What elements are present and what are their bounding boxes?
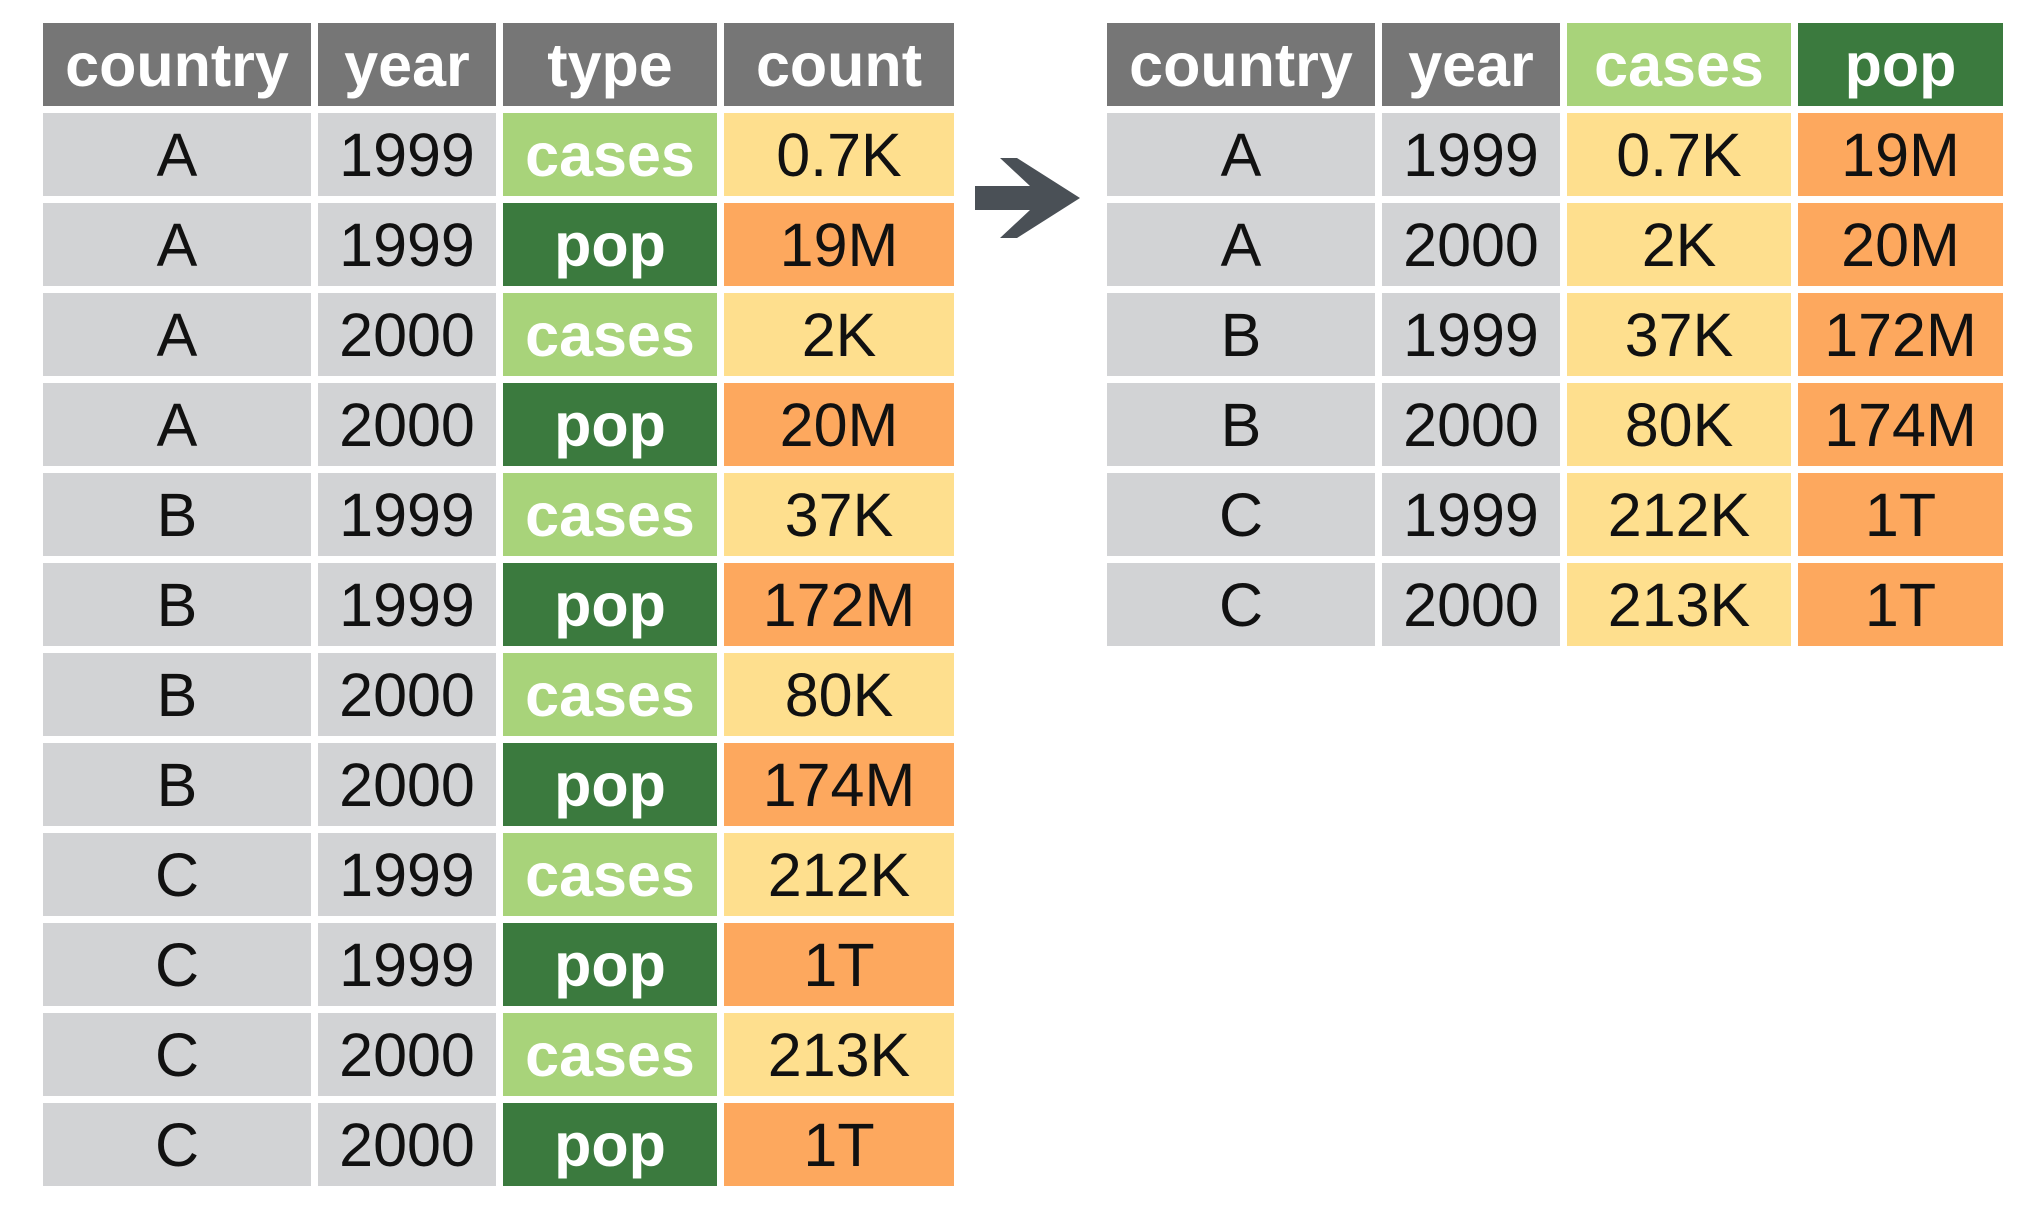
cell-type: pop (503, 1103, 717, 1186)
cell-country: C (1107, 473, 1375, 556)
cell-cases: 0.7K (1567, 113, 1791, 196)
cell-year: 1999 (318, 113, 496, 196)
column-header-country: country (43, 23, 311, 106)
cell-count: 0.7K (724, 113, 954, 196)
cell-country: B (1107, 383, 1375, 466)
cell-count: 213K (724, 1013, 954, 1096)
cell-count: 20M (724, 383, 954, 466)
cell-year: 1999 (1382, 293, 1560, 376)
cell-country: B (43, 653, 311, 736)
cell-year: 1999 (318, 473, 496, 556)
cell-year: 2000 (318, 383, 496, 466)
cell-type: pop (503, 563, 717, 646)
cell-country: A (1107, 203, 1375, 286)
cell-count: 37K (724, 473, 954, 556)
cell-count: 2K (724, 293, 954, 376)
column-header-year: year (318, 23, 496, 106)
wide-table: country year cases pop A 1999 0.7K 19M A 2000 2K 20… (1107, 23, 2003, 646)
cell-country: B (43, 473, 311, 556)
cell-year: 2000 (1382, 203, 1560, 286)
cell-type: cases (503, 653, 717, 736)
cell-pop: 19M (1798, 113, 2003, 196)
cell-country: C (43, 833, 311, 916)
column-header-pop: pop (1798, 23, 2003, 106)
cell-count: 1T (724, 923, 954, 1006)
cell-cases: 80K (1567, 383, 1791, 466)
cell-year: 1999 (318, 563, 496, 646)
cell-year: 2000 (318, 1103, 496, 1186)
cell-type: pop (503, 203, 717, 286)
cell-year: 1999 (318, 833, 496, 916)
cell-count: 212K (724, 833, 954, 916)
cell-year: 1999 (1382, 113, 1560, 196)
cell-type: cases (503, 1013, 717, 1096)
column-header-country: country (1107, 23, 1375, 106)
long-table: country year type count A 1999 cases 0.7K A 1999 p… (43, 23, 954, 1186)
cell-count: 174M (724, 743, 954, 826)
cell-year: 2000 (318, 293, 496, 376)
cell-country: B (1107, 293, 1375, 376)
cell-country: C (1107, 563, 1375, 646)
cell-type: pop (503, 923, 717, 1006)
column-header-year: year (1382, 23, 1560, 106)
cell-type: pop (503, 383, 717, 466)
cell-country: B (43, 743, 311, 826)
cell-type: pop (503, 743, 717, 826)
cell-pop: 1T (1798, 563, 2003, 646)
cell-year: 2000 (318, 653, 496, 736)
cell-type: cases (503, 473, 717, 556)
cell-year: 2000 (1382, 563, 1560, 646)
cell-pop: 20M (1798, 203, 2003, 286)
cell-cases: 37K (1567, 293, 1791, 376)
cell-country: C (43, 1103, 311, 1186)
column-header-type: type (503, 23, 717, 106)
cell-country: A (1107, 113, 1375, 196)
cell-country: C (43, 923, 311, 1006)
cell-country: C (43, 1013, 311, 1096)
cell-count: 19M (724, 203, 954, 286)
cell-year: 1999 (318, 923, 496, 1006)
cell-type: cases (503, 833, 717, 916)
cell-cases: 213K (1567, 563, 1791, 646)
cell-country: B (43, 563, 311, 646)
cell-country: A (43, 113, 311, 196)
cell-count: 172M (724, 563, 954, 646)
cell-country: A (43, 203, 311, 286)
cell-pop: 174M (1798, 383, 2003, 466)
cell-year: 2000 (1382, 383, 1560, 466)
cell-pop: 1T (1798, 473, 2003, 556)
column-header-count: count (724, 23, 954, 106)
cell-country: A (43, 383, 311, 466)
cell-year: 1999 (1382, 473, 1560, 556)
cell-cases: 2K (1567, 203, 1791, 286)
right-arrow-icon (975, 158, 1080, 238)
cell-type: cases (503, 293, 717, 376)
cell-pop: 172M (1798, 293, 2003, 376)
cell-year: 2000 (318, 1013, 496, 1096)
cell-count: 1T (724, 1103, 954, 1186)
column-header-cases: cases (1567, 23, 1791, 106)
cell-type: cases (503, 113, 717, 196)
arrow-shape (975, 158, 1080, 238)
cell-count: 80K (724, 653, 954, 736)
cell-year: 2000 (318, 743, 496, 826)
cell-cases: 212K (1567, 473, 1791, 556)
cell-year: 1999 (318, 203, 496, 286)
cell-country: A (43, 293, 311, 376)
